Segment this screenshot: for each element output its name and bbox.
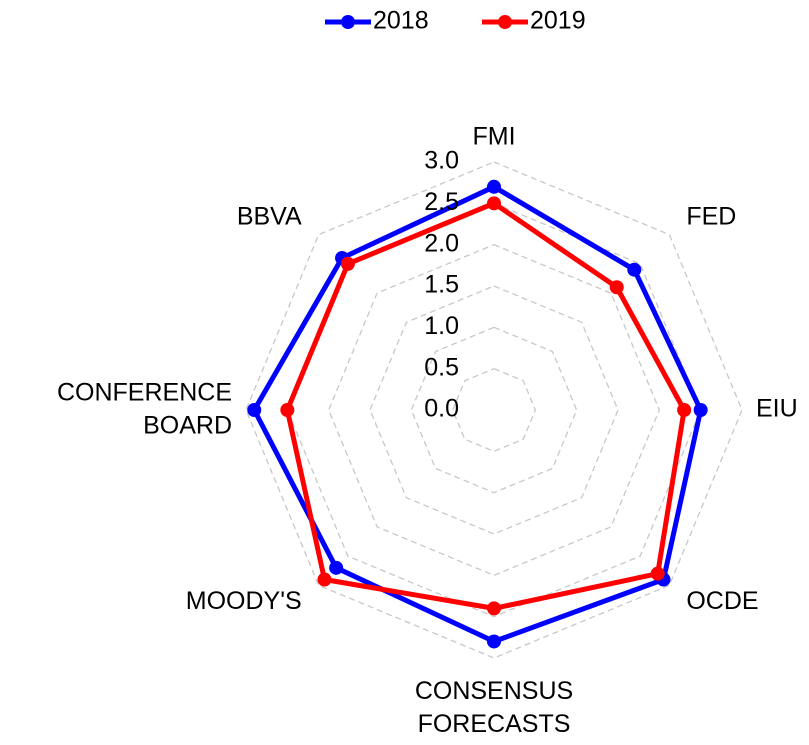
data-point xyxy=(487,196,501,211)
data-point xyxy=(317,572,332,587)
category-label-line: CONFERENCE xyxy=(57,378,232,406)
category-label: CONFERENCE BOARD xyxy=(57,378,232,439)
grid-ring xyxy=(327,243,661,577)
data-point xyxy=(280,403,295,417)
data-point xyxy=(487,179,501,194)
data-point xyxy=(609,280,624,295)
r-tick-label: 2.5 xyxy=(424,188,459,216)
legend-marker xyxy=(498,15,512,29)
category-label: MOODY'S xyxy=(186,587,302,615)
category-label: BBVA xyxy=(237,202,302,230)
legend-label: 2019 xyxy=(530,7,586,35)
r-tick-label: 1.5 xyxy=(424,271,459,299)
r-tick-label: 3.0 xyxy=(424,147,459,175)
data-point xyxy=(650,566,665,581)
legend-marker xyxy=(341,15,355,29)
r-tick-label: 2.0 xyxy=(424,229,459,257)
category-label: EIU xyxy=(756,395,798,423)
r-tick-label: 0.5 xyxy=(424,353,459,381)
data-point xyxy=(340,256,355,271)
data-point xyxy=(487,601,501,616)
category-label-line: CONSENSUS xyxy=(415,677,573,705)
r-tick-label: 0.0 xyxy=(424,395,459,423)
grid-ring xyxy=(369,285,619,535)
grid-ring xyxy=(245,161,743,659)
data-point xyxy=(487,634,501,649)
data-point xyxy=(329,560,344,575)
category-label: FED xyxy=(686,202,736,230)
legend-label: 2018 xyxy=(373,7,429,35)
r-tick-label: 1.0 xyxy=(424,312,459,340)
category-label: OCDE xyxy=(686,587,758,615)
category-label: CONSENSUS FORECASTS xyxy=(415,677,573,738)
category-label: FMI xyxy=(472,123,515,151)
category-label-line: FORECASTS xyxy=(418,710,571,738)
data-point xyxy=(247,403,262,417)
grid-ring xyxy=(451,367,537,453)
category-label-line: BOARD xyxy=(143,411,232,439)
data-point xyxy=(627,262,642,277)
data-point xyxy=(677,403,692,417)
data-point xyxy=(693,403,708,417)
grid-ring xyxy=(410,326,578,494)
